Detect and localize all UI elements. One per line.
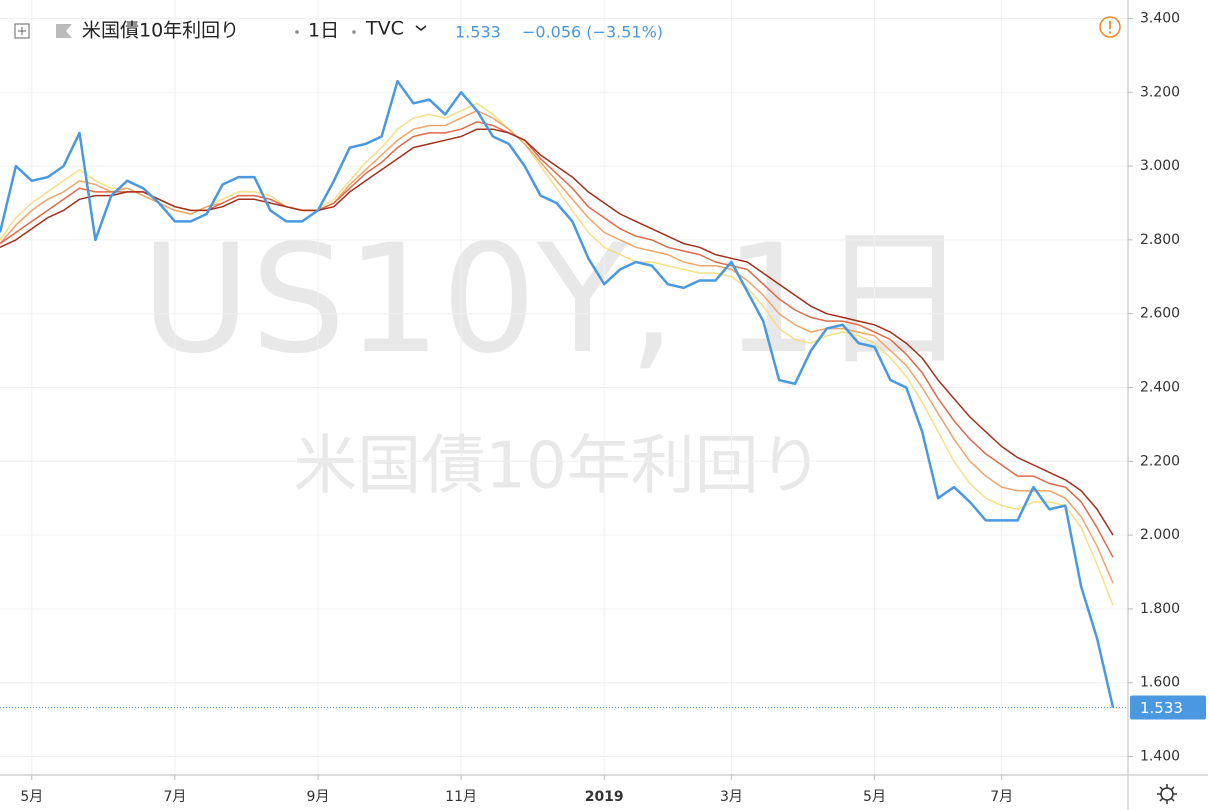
data-line — [0, 128, 1114, 536]
y-tick-label: 3.000 — [1140, 158, 1180, 174]
watermark: US10Y, 1日 米国債10年利回り — [141, 213, 969, 504]
x-tick-label: 5月 — [20, 789, 43, 805]
last-price-label: 1.533 — [1140, 699, 1183, 717]
alert-icon — [1108, 31, 1112, 34]
x-tick-label: 7月 — [163, 789, 186, 805]
watermark-symbol: US10Y, 1日 — [141, 213, 969, 387]
x-tick-label: 9月 — [307, 789, 330, 805]
y-tick-label: 1.400 — [1140, 749, 1180, 765]
x-tick-label: 2019 — [585, 789, 624, 805]
y-tick-label: 2.600 — [1140, 306, 1180, 322]
y-tick-label: 2.800 — [1140, 232, 1180, 248]
y-tick-label: 2.400 — [1140, 380, 1180, 396]
symbol-name[interactable]: 米国債10年利回り — [82, 20, 239, 42]
last-price: 1.533 — [455, 23, 501, 42]
y-tick-label: 2.000 — [1140, 527, 1180, 543]
watermark-description: 米国債10年利回り — [293, 430, 822, 504]
price-change: −0.056 (−3.51%) — [522, 23, 663, 42]
data-line — [0, 109, 1114, 584]
flag-icon — [56, 24, 72, 38]
y-tick-label: 1.800 — [1140, 601, 1180, 617]
interval[interactable]: 1日 — [308, 20, 339, 42]
exchange[interactable]: TVC — [365, 18, 404, 40]
y-tick-label: 2.200 — [1140, 453, 1180, 469]
y-tick-label: 3.200 — [1140, 84, 1180, 100]
x-tick-label: 3月 — [720, 789, 743, 805]
x-tick-label: 11月 — [445, 789, 477, 805]
last-price-tag — [1130, 695, 1206, 720]
chevron[interactable] — [415, 25, 427, 31]
separator — [295, 30, 299, 34]
add-icon[interactable] — [14, 23, 30, 39]
settings-icon — [1157, 784, 1177, 804]
data-line — [0, 79, 1115, 708]
x-tick-label: 5月 — [863, 789, 886, 805]
y-tick-label: 1.600 — [1140, 675, 1180, 691]
y-tick-label: 3.400 — [1140, 10, 1180, 26]
alert-icon[interactable] — [1099, 16, 1121, 38]
x-tick-label: 7月 — [990, 789, 1013, 805]
header: 米国債10年利回り 1日 TVC 1.533 −0.056 (−3.51%) — [14, 16, 1177, 804]
separator — [352, 30, 356, 34]
